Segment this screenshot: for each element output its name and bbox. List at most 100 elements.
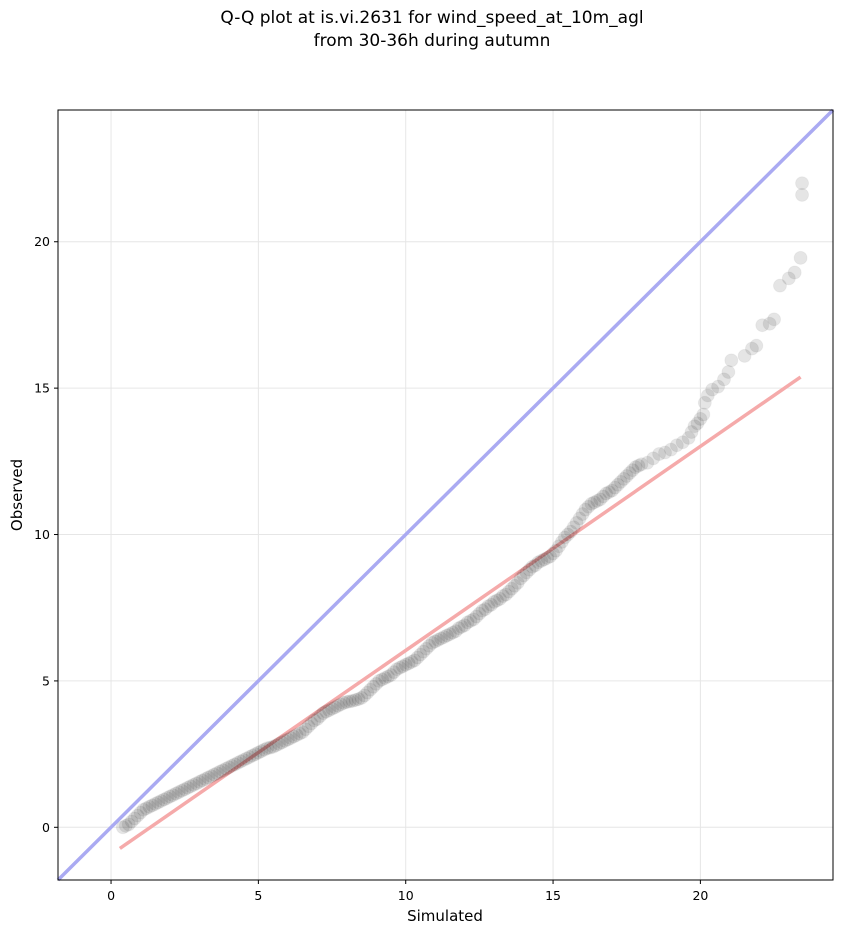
data-point — [410, 650, 425, 665]
data-point — [501, 584, 516, 599]
data-point — [625, 463, 640, 478]
data-point — [513, 571, 528, 586]
data-point — [216, 763, 231, 778]
data-point — [607, 480, 622, 495]
data-point — [721, 365, 736, 380]
data-point — [616, 471, 631, 486]
data-point — [360, 685, 375, 700]
data-point — [622, 466, 637, 481]
data-point — [165, 788, 180, 803]
data-point — [230, 755, 245, 770]
chart-title-line1: Q-Q plot at is.vi.2631 for wind_speed_at… — [220, 8, 644, 28]
data-point — [749, 338, 764, 353]
data-point — [596, 489, 611, 504]
data-point — [295, 725, 310, 740]
data-point — [737, 348, 752, 363]
data-point — [534, 553, 549, 568]
data-point — [445, 625, 460, 640]
data-point — [437, 629, 452, 644]
data-point — [351, 692, 366, 707]
data-point — [495, 589, 510, 604]
data-point — [369, 676, 384, 691]
data-point — [490, 593, 505, 608]
data-point — [684, 425, 699, 440]
data-point — [569, 515, 584, 530]
data-point — [260, 741, 275, 756]
data-point — [419, 641, 434, 656]
data-point — [484, 597, 499, 612]
data-point — [504, 581, 519, 596]
data-point — [274, 735, 289, 750]
data-point — [257, 742, 272, 757]
data-point — [177, 782, 192, 797]
y-tick-label: 10 — [34, 527, 50, 542]
data-point — [528, 558, 543, 573]
data-point — [472, 606, 487, 621]
y-axis-ticks: 0 5 10 15 20 — [34, 234, 58, 835]
data-point — [307, 713, 322, 728]
data-point — [151, 795, 166, 810]
data-point — [425, 635, 440, 650]
data-point — [198, 771, 213, 786]
data-point — [762, 316, 777, 331]
data-point — [139, 801, 154, 816]
data-point — [280, 732, 295, 747]
data-point — [422, 638, 437, 653]
data-point — [460, 615, 475, 630]
data-point — [457, 618, 472, 633]
data-point — [236, 752, 251, 767]
data-point — [142, 799, 157, 814]
data-point — [628, 460, 643, 475]
data-point — [118, 818, 133, 833]
fit-line — [118, 375, 802, 850]
data-point — [372, 673, 387, 688]
data-point — [510, 575, 525, 590]
data-point — [204, 769, 219, 784]
data-point — [652, 447, 667, 462]
data-point — [383, 668, 398, 683]
data-point — [227, 757, 242, 772]
data-point — [254, 744, 269, 759]
y-tick-label: 0 — [42, 820, 50, 835]
data-point — [218, 761, 233, 776]
y-axis-label: Observed — [8, 459, 26, 531]
data-point — [663, 442, 678, 457]
data-point — [189, 776, 204, 791]
data-point — [354, 690, 369, 705]
data-point — [610, 477, 625, 492]
data-point — [162, 789, 177, 804]
data-point — [658, 445, 673, 460]
data-point — [575, 507, 590, 522]
x-tick-label: 10 — [398, 888, 414, 903]
data-point — [233, 754, 248, 769]
data-point — [700, 388, 715, 403]
x-tick-label: 5 — [254, 888, 262, 903]
data-point — [744, 341, 759, 356]
data-point — [283, 731, 298, 746]
data-point — [313, 709, 328, 724]
data-point — [263, 740, 278, 755]
data-point — [493, 591, 508, 606]
data-point — [551, 539, 566, 554]
x-tick-label: 15 — [545, 888, 561, 903]
data-point — [148, 796, 163, 811]
data-point — [581, 499, 596, 514]
data-point — [634, 457, 649, 472]
data-point — [195, 773, 210, 788]
data-point — [602, 485, 617, 500]
data-point — [363, 682, 378, 697]
data-point — [154, 793, 169, 808]
data-point — [301, 719, 316, 734]
data-point — [124, 814, 139, 829]
data-point — [183, 779, 198, 794]
data-point — [522, 562, 537, 577]
data-point — [593, 492, 608, 507]
y-tick-label: 15 — [34, 381, 50, 396]
data-point — [339, 694, 354, 709]
data-point — [572, 511, 587, 526]
plot-frame — [57, 109, 834, 881]
data-point — [454, 619, 469, 634]
data-point — [451, 621, 466, 636]
y-tick-label: 20 — [34, 234, 50, 249]
data-point — [519, 565, 534, 580]
